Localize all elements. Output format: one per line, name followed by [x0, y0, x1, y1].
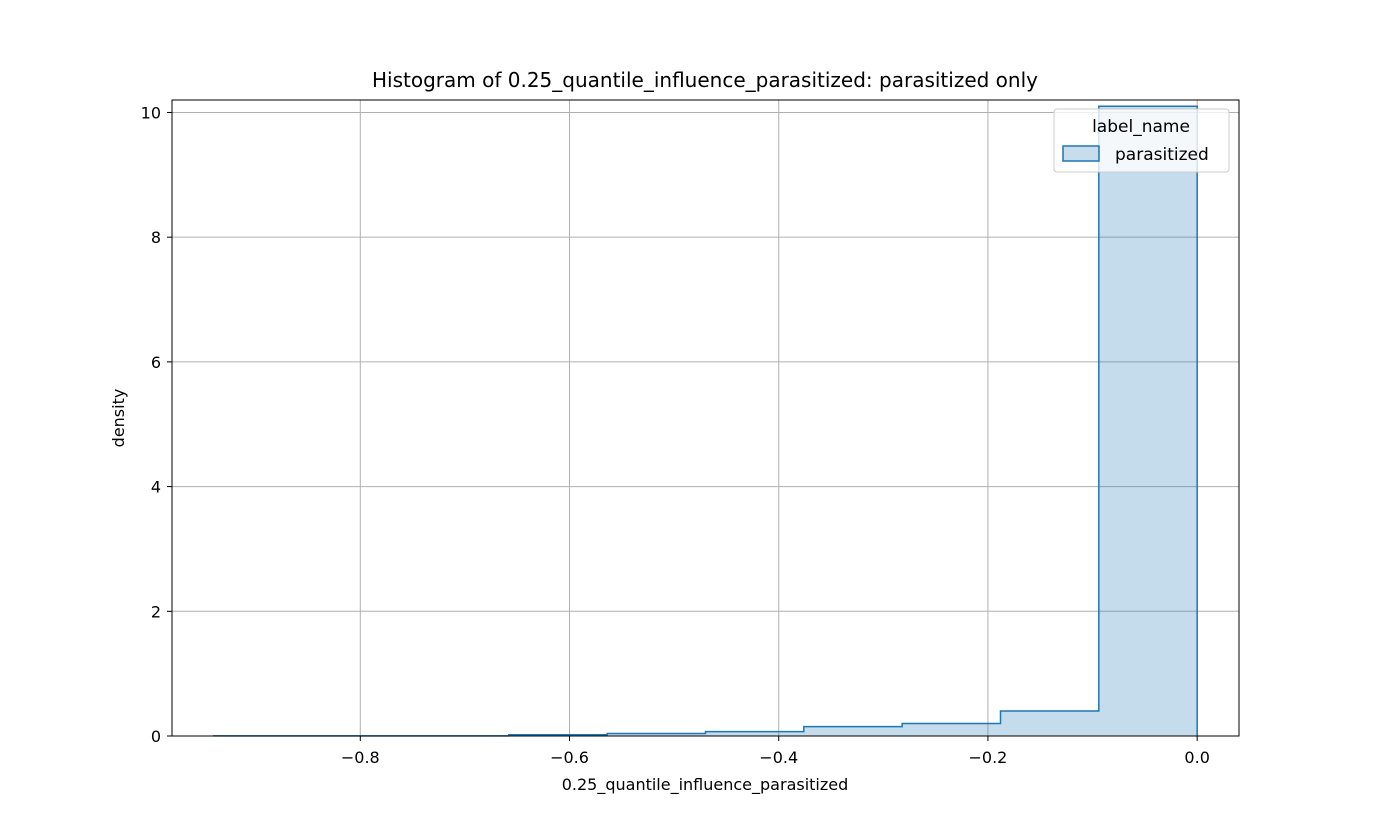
histogram-bar [705, 731, 804, 736]
x-tick-label: −0.4 [759, 748, 798, 767]
histogram-bar [803, 726, 903, 736]
y-tick-label: 2 [151, 602, 161, 621]
x-tick-label: −0.6 [550, 748, 589, 767]
histogram-bar [607, 733, 706, 736]
y-axis-label: density [109, 389, 128, 448]
legend-title: label_name [1092, 117, 1190, 137]
x-tick-label: −0.2 [969, 748, 1008, 767]
y-tick-label: 0 [151, 727, 161, 746]
y-tick-label: 10 [141, 103, 161, 122]
legend-swatch [1062, 145, 1100, 162]
legend-box [1053, 108, 1230, 173]
legend-label-parasitized: parasitized [1115, 145, 1209, 165]
histogram-bar [902, 723, 1001, 736]
histogram-bars [213, 105, 1198, 737]
legend: label_name parasitized [1053, 108, 1230, 173]
histogram-bar [1000, 711, 1099, 736]
x-tick-label: 0.0 [1184, 748, 1209, 767]
y-tick-label: 4 [151, 478, 161, 497]
histogram-bar [1098, 106, 1198, 736]
y-tick-label: 8 [151, 228, 161, 247]
axis-ticks: −0.8 −0.6 −0.4 −0.2 0.0 0 2 4 6 8 10 [141, 103, 1210, 767]
plot-frame [171, 99, 1240, 737]
y-tick-label: 6 [151, 353, 161, 372]
x-axis-label: 0.25_quantile_influence_parasitized [562, 775, 849, 795]
plot-background [172, 100, 1239, 736]
chart-title: Histogram of 0.25_quantile_influence_par… [372, 68, 1038, 92]
x-tick-label: −0.8 [341, 748, 380, 767]
